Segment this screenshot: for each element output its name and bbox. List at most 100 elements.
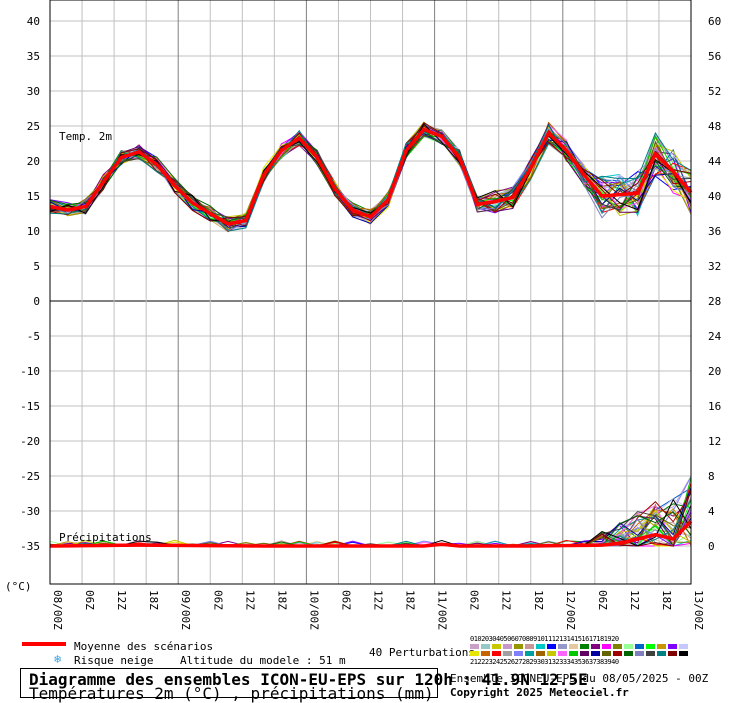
- x-tick-label: 09/00Z: [179, 590, 192, 630]
- member-color-swatch: [624, 644, 633, 649]
- right-tick-label: 12: [708, 435, 721, 448]
- x-tick-label: 06Z: [211, 590, 224, 610]
- member-color-swatch: [525, 651, 534, 656]
- right-tick-label: 24: [708, 330, 722, 343]
- member-color-swatch: [492, 651, 501, 656]
- right-tick-label: 28: [708, 295, 721, 308]
- left-tick-label: 35: [27, 50, 40, 63]
- member-color-swatch: [668, 651, 677, 656]
- left-tick-label: 0: [33, 295, 40, 308]
- member-color-swatch: [525, 644, 534, 649]
- left-tick-label: 10: [27, 225, 40, 238]
- member-color-swatch: [580, 651, 589, 656]
- x-tick-label: 13/00Z: [692, 590, 705, 630]
- right-tick-label: 40: [708, 190, 721, 203]
- altitude-label: Altitude du modele : 51 m: [180, 654, 346, 667]
- right-tick-label: 20: [708, 365, 721, 378]
- right-tick-label: 8: [708, 470, 715, 483]
- member-color-swatch: [470, 651, 479, 656]
- member-color-swatch: [668, 644, 677, 649]
- perturbations-label: 40 Perturbations: [369, 646, 475, 659]
- x-tick-label: 06Z: [468, 590, 481, 610]
- x-tick-label: 10/00Z: [307, 590, 320, 630]
- member-color-swatch: [503, 644, 512, 649]
- right-tick-label: 44: [708, 155, 722, 168]
- member-color-swatch: [635, 644, 644, 649]
- member-color-swatch: [514, 651, 523, 656]
- snow-legend-label: Risque neige: [74, 654, 153, 667]
- member-color-swatch: [635, 651, 644, 656]
- left-tick-label: -15: [20, 400, 40, 413]
- x-tick-label: 18Z: [275, 590, 288, 610]
- precip-label: Précipitations: [59, 531, 152, 544]
- right-tick-label: 4: [708, 505, 715, 518]
- member-numbers-bottom: 2122232425262728293031323334353637383940: [470, 658, 619, 666]
- member-color-swatch: [481, 651, 490, 656]
- ensemble-chart: 4060355630522548204415401036532028-524-1…: [0, 0, 740, 636]
- member-color-swatch: [624, 651, 633, 656]
- member-color-swatch: [657, 651, 666, 656]
- member-color-swatch: [679, 644, 688, 649]
- right-tick-label: 32: [708, 260, 721, 273]
- right-tick-label: 48: [708, 120, 721, 133]
- right-tick-label: 52: [708, 85, 721, 98]
- member-color-swatch: [613, 644, 622, 649]
- member-color-swatch: [492, 644, 501, 649]
- member-numbers-top: 0102030405060708091011121314151617181920: [470, 635, 619, 643]
- member-color-swatch: [602, 651, 611, 656]
- member-color-swatch: [536, 651, 545, 656]
- x-tick-label: 18Z: [532, 590, 545, 610]
- right-tick-label: 36: [708, 225, 721, 238]
- x-tick-label: 06Z: [339, 590, 352, 610]
- x-tick-label: 11/00Z: [436, 590, 449, 630]
- member-color-swatch: [602, 644, 611, 649]
- right-tick-label: 0: [708, 540, 715, 553]
- chart-grid: [50, 0, 691, 584]
- x-tick-label: 12Z: [243, 590, 256, 610]
- member-color-swatch: [558, 651, 567, 656]
- x-tick-label: 12Z: [115, 590, 128, 610]
- member-color-swatch: [657, 644, 666, 649]
- member-color-swatch: [613, 651, 622, 656]
- member-color-swatch: [547, 651, 556, 656]
- member-color-swatch: [591, 651, 600, 656]
- unit-label: (°C): [5, 580, 32, 593]
- member-color-swatch: [591, 644, 600, 649]
- member-color-swatch: [514, 644, 523, 649]
- left-tick-label: -25: [20, 470, 40, 483]
- member-color-swatch: [569, 644, 578, 649]
- x-tick-label: 08/00Z: [51, 590, 64, 630]
- member-color-swatch: [679, 651, 688, 656]
- mean-legend-label: Moyenne des scénarios: [74, 640, 213, 653]
- left-tick-label: -35: [20, 540, 40, 553]
- member-color-swatch: [503, 651, 512, 656]
- x-tick-label: 12/00Z: [564, 590, 577, 630]
- left-tick-label: 15: [27, 190, 40, 203]
- title-box: Diagramme des ensembles ICON-EU-EPS sur …: [20, 668, 438, 698]
- member-color-swatch: [481, 644, 490, 649]
- left-tick-label: 40: [27, 15, 40, 28]
- member-color-swatch: [569, 651, 578, 656]
- left-tick-label: -10: [20, 365, 40, 378]
- snowflake-icon: ❄: [54, 652, 61, 666]
- x-tick-label: 18Z: [404, 590, 417, 610]
- left-tick-label: 5: [33, 260, 40, 273]
- left-tick-label: -5: [27, 330, 40, 343]
- right-tick-label: 16: [708, 400, 721, 413]
- x-tick-label: 06Z: [596, 590, 609, 610]
- member-color-swatch: [558, 644, 567, 649]
- left-tick-label: 30: [27, 85, 40, 98]
- left-tick-label: 25: [27, 120, 40, 133]
- member-color-swatch: [646, 644, 655, 649]
- member-color-swatch: [580, 644, 589, 649]
- temp-label: Temp. 2m: [59, 130, 112, 143]
- left-tick-label: 20: [27, 155, 40, 168]
- chart-subtitle: Températures 2m (°C) , précipitations (m…: [29, 684, 434, 703]
- x-tick-label: 12Z: [500, 590, 513, 610]
- x-tick-label: 12Z: [628, 590, 641, 610]
- x-tick-label: 18Z: [147, 590, 160, 610]
- left-tick-label: -30: [20, 505, 40, 518]
- member-color-swatch: [646, 651, 655, 656]
- member-color-swatch: [536, 644, 545, 649]
- mean-legend-swatch: [22, 642, 66, 646]
